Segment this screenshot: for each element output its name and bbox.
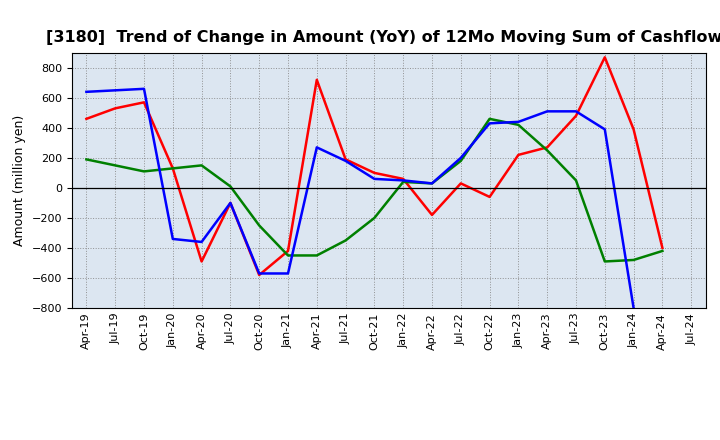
Investing Cashflow (226, 184, 235, 189)
Free Cashflow (312, 145, 321, 150)
Line: Investing Cashflow: Investing Cashflow (86, 119, 662, 261)
Investing Cashflow (572, 178, 580, 183)
Title: [3180]  Trend of Change in Amount (YoY) of 12Mo Moving Sum of Cashflows: [3180] Trend of Change in Amount (YoY) o… (46, 29, 720, 45)
Free Cashflow (255, 271, 264, 276)
Investing Cashflow (543, 148, 552, 153)
Free Cashflow (485, 121, 494, 126)
Investing Cashflow (255, 223, 264, 228)
Line: Operating Cashflow: Operating Cashflow (86, 57, 662, 275)
Free Cashflow (629, 305, 638, 311)
Y-axis label: Amount (million yen): Amount (million yen) (13, 115, 26, 246)
Free Cashflow (226, 200, 235, 205)
Operating Cashflow (226, 200, 235, 205)
Investing Cashflow (514, 122, 523, 128)
Free Cashflow (197, 239, 206, 245)
Operating Cashflow (255, 272, 264, 278)
Investing Cashflow (168, 166, 177, 171)
Free Cashflow (456, 155, 465, 161)
Investing Cashflow (82, 157, 91, 162)
Free Cashflow (428, 181, 436, 186)
Free Cashflow (514, 119, 523, 125)
Operating Cashflow (543, 145, 552, 150)
Investing Cashflow (456, 158, 465, 164)
Investing Cashflow (600, 259, 609, 264)
Free Cashflow (168, 236, 177, 242)
Operating Cashflow (456, 181, 465, 186)
Investing Cashflow (111, 163, 120, 168)
Investing Cashflow (140, 169, 148, 174)
Operating Cashflow (341, 157, 350, 162)
Operating Cashflow (370, 170, 379, 176)
Legend: Operating Cashflow, Investing Cashflow, Free Cashflow: Operating Cashflow, Investing Cashflow, … (139, 437, 639, 440)
Investing Cashflow (658, 248, 667, 253)
Free Cashflow (543, 109, 552, 114)
Operating Cashflow (658, 246, 667, 251)
Operating Cashflow (485, 194, 494, 200)
Operating Cashflow (82, 116, 91, 121)
Line: Free Cashflow: Free Cashflow (86, 89, 634, 308)
Operating Cashflow (312, 77, 321, 82)
Operating Cashflow (140, 100, 148, 105)
Free Cashflow (370, 176, 379, 182)
Operating Cashflow (168, 166, 177, 171)
Operating Cashflow (514, 152, 523, 158)
Investing Cashflow (197, 163, 206, 168)
Operating Cashflow (572, 113, 580, 118)
Free Cashflow (82, 89, 91, 95)
Operating Cashflow (399, 176, 408, 182)
Investing Cashflow (428, 181, 436, 186)
Free Cashflow (341, 158, 350, 164)
Investing Cashflow (284, 253, 292, 258)
Operating Cashflow (284, 248, 292, 253)
Free Cashflow (140, 86, 148, 92)
Free Cashflow (572, 109, 580, 114)
Investing Cashflow (485, 116, 494, 121)
Investing Cashflow (370, 215, 379, 220)
Free Cashflow (399, 178, 408, 183)
Free Cashflow (600, 127, 609, 132)
Free Cashflow (111, 88, 120, 93)
Operating Cashflow (428, 212, 436, 217)
Investing Cashflow (312, 253, 321, 258)
Free Cashflow (284, 271, 292, 276)
Operating Cashflow (197, 259, 206, 264)
Operating Cashflow (629, 127, 638, 132)
Investing Cashflow (399, 179, 408, 184)
Operating Cashflow (600, 55, 609, 60)
Investing Cashflow (341, 238, 350, 243)
Operating Cashflow (111, 106, 120, 111)
Investing Cashflow (629, 257, 638, 263)
